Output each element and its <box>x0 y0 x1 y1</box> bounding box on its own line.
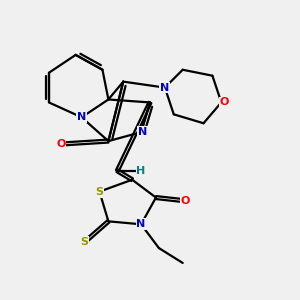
Text: N: N <box>136 219 146 229</box>
Text: N: N <box>160 82 170 93</box>
Text: O: O <box>56 139 65 149</box>
Text: H: H <box>136 166 146 176</box>
Text: S: S <box>95 187 104 196</box>
Text: S: S <box>81 237 88 247</box>
Text: N: N <box>138 127 147 137</box>
Text: O: O <box>181 196 190 206</box>
Text: O: O <box>220 98 229 107</box>
Text: N: N <box>77 112 86 122</box>
